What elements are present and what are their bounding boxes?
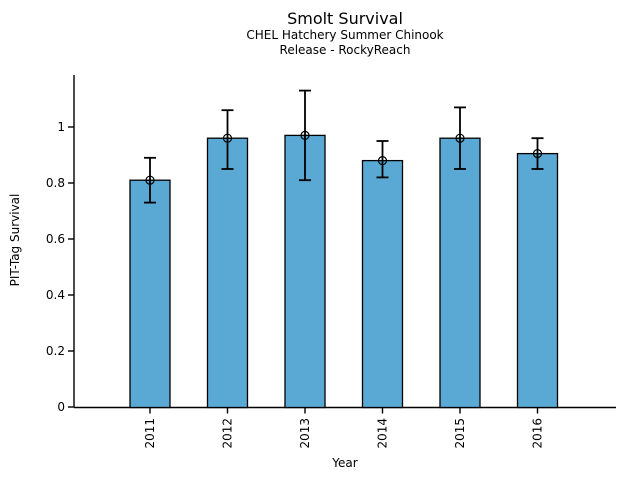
x-tick-label-2015: 2015 xyxy=(453,418,467,449)
y-tick-label-0.4: 0.4 xyxy=(46,288,65,302)
x-tick-label-2016: 2016 xyxy=(531,418,545,449)
y-tick-label-0: 0 xyxy=(57,400,65,414)
y-tick-label-0.6: 0.6 xyxy=(46,232,65,246)
bar-2014 xyxy=(361,159,404,409)
bar-2012 xyxy=(206,137,249,409)
y-tick-label-0.8: 0.8 xyxy=(46,176,65,190)
chart-subtitle-line1: CHEL Hatchery Summer Chinook xyxy=(246,28,444,42)
chart-header: Smolt Survival CHEL Hatchery Summer Chin… xyxy=(74,9,616,58)
chart-title: Smolt Survival xyxy=(287,9,403,28)
y-tick-label-0.2: 0.2 xyxy=(46,344,65,358)
x-tick-label-2011: 2011 xyxy=(143,418,157,449)
chart-subtitle-line2: Release - RockyReach xyxy=(279,43,411,57)
x-tick-label-2013: 2013 xyxy=(298,418,312,449)
bar-2011 xyxy=(129,179,171,409)
bar-2016 xyxy=(516,152,559,409)
bar-2015 xyxy=(439,137,481,409)
y-axis-title: PIT-Tag Survival xyxy=(8,194,22,287)
x-tick-label-2012: 2012 xyxy=(221,418,235,449)
x-axis-title: Year xyxy=(331,456,357,470)
x-tick-label-2014: 2014 xyxy=(376,418,390,449)
y-tick-label-1: 1 xyxy=(57,120,65,134)
